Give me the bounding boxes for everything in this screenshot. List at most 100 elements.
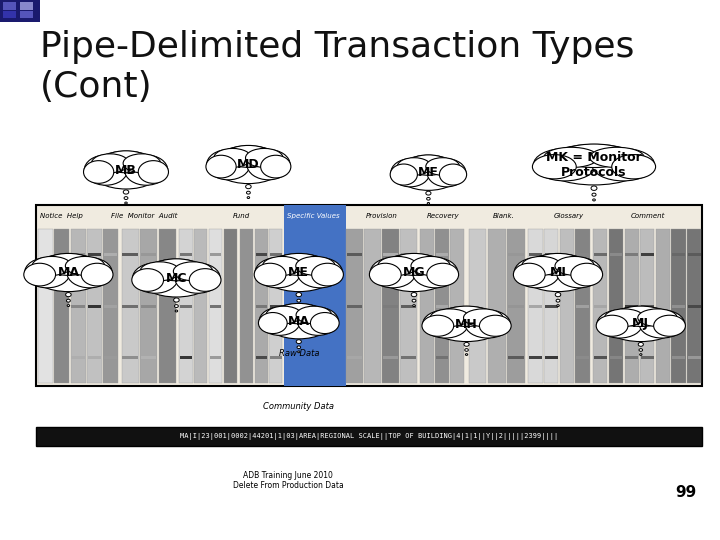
FancyBboxPatch shape <box>1 0 5 22</box>
FancyBboxPatch shape <box>401 305 416 308</box>
Ellipse shape <box>603 306 678 342</box>
FancyBboxPatch shape <box>1 0 5 22</box>
FancyBboxPatch shape <box>3 0 6 22</box>
Ellipse shape <box>150 259 202 281</box>
FancyBboxPatch shape <box>436 356 448 359</box>
FancyBboxPatch shape <box>88 305 101 308</box>
Circle shape <box>427 198 430 200</box>
FancyBboxPatch shape <box>71 229 86 383</box>
FancyBboxPatch shape <box>0 0 4 22</box>
FancyBboxPatch shape <box>2 0 6 22</box>
FancyBboxPatch shape <box>625 253 638 256</box>
Ellipse shape <box>615 306 667 327</box>
FancyBboxPatch shape <box>270 253 282 256</box>
Ellipse shape <box>297 307 338 335</box>
FancyBboxPatch shape <box>3 0 6 22</box>
Ellipse shape <box>465 310 510 338</box>
Circle shape <box>557 305 559 307</box>
FancyBboxPatch shape <box>1 0 4 22</box>
FancyBboxPatch shape <box>508 305 524 308</box>
FancyBboxPatch shape <box>3 0 6 22</box>
Text: MK = Monitor
Protocols: MK = Monitor Protocols <box>546 151 642 179</box>
FancyBboxPatch shape <box>347 253 362 256</box>
FancyBboxPatch shape <box>210 356 222 359</box>
FancyBboxPatch shape <box>284 205 346 386</box>
FancyBboxPatch shape <box>672 229 685 383</box>
FancyBboxPatch shape <box>641 305 654 308</box>
FancyBboxPatch shape <box>87 229 102 383</box>
FancyBboxPatch shape <box>4 0 7 22</box>
FancyBboxPatch shape <box>55 229 69 383</box>
Circle shape <box>125 202 127 204</box>
Text: (Cont): (Cont) <box>40 70 152 104</box>
FancyBboxPatch shape <box>640 229 654 383</box>
Circle shape <box>556 299 560 302</box>
Ellipse shape <box>261 156 291 178</box>
FancyBboxPatch shape <box>594 253 607 256</box>
Ellipse shape <box>388 253 440 275</box>
FancyBboxPatch shape <box>3 0 6 22</box>
FancyBboxPatch shape <box>0 0 4 22</box>
FancyBboxPatch shape <box>4 0 7 22</box>
Text: MA: MA <box>58 266 79 279</box>
FancyBboxPatch shape <box>1 0 5 22</box>
FancyBboxPatch shape <box>2 0 6 22</box>
FancyBboxPatch shape <box>4 0 7 22</box>
Ellipse shape <box>480 315 511 336</box>
Text: Notice  Help: Notice Help <box>40 213 83 219</box>
FancyBboxPatch shape <box>1 0 5 22</box>
FancyBboxPatch shape <box>436 253 448 256</box>
Ellipse shape <box>255 258 300 288</box>
FancyBboxPatch shape <box>0 0 4 22</box>
FancyBboxPatch shape <box>4 0 7 22</box>
FancyBboxPatch shape <box>2 0 6 22</box>
Circle shape <box>411 293 417 296</box>
FancyBboxPatch shape <box>1 0 5 22</box>
Ellipse shape <box>534 148 596 181</box>
FancyBboxPatch shape <box>0 0 4 22</box>
FancyBboxPatch shape <box>2 0 6 22</box>
Ellipse shape <box>132 269 163 292</box>
Text: Provision: Provision <box>366 213 397 219</box>
FancyBboxPatch shape <box>1 0 5 22</box>
Circle shape <box>174 305 179 307</box>
Ellipse shape <box>224 145 273 167</box>
Text: MH: MH <box>455 318 478 330</box>
FancyBboxPatch shape <box>2 0 6 22</box>
Ellipse shape <box>90 151 162 189</box>
FancyBboxPatch shape <box>1 0 5 22</box>
FancyBboxPatch shape <box>2 0 6 22</box>
Ellipse shape <box>273 253 325 275</box>
FancyBboxPatch shape <box>2 0 6 22</box>
FancyBboxPatch shape <box>3 0 6 22</box>
FancyBboxPatch shape <box>1 0 6 22</box>
FancyBboxPatch shape <box>1 0 4 22</box>
FancyBboxPatch shape <box>1 0 4 22</box>
FancyBboxPatch shape <box>576 305 589 308</box>
FancyBboxPatch shape <box>507 229 525 383</box>
FancyBboxPatch shape <box>2 0 6 22</box>
FancyBboxPatch shape <box>2 0 6 22</box>
FancyBboxPatch shape <box>1 0 5 22</box>
FancyBboxPatch shape <box>2 0 6 22</box>
Ellipse shape <box>391 159 430 187</box>
FancyBboxPatch shape <box>180 253 192 256</box>
FancyBboxPatch shape <box>1 0 4 22</box>
Ellipse shape <box>376 254 452 292</box>
FancyBboxPatch shape <box>3 0 6 22</box>
FancyBboxPatch shape <box>1 0 5 22</box>
FancyBboxPatch shape <box>2 0 6 22</box>
FancyBboxPatch shape <box>2 0 6 22</box>
FancyBboxPatch shape <box>1 0 5 22</box>
FancyBboxPatch shape <box>656 229 670 383</box>
Ellipse shape <box>439 164 467 185</box>
Ellipse shape <box>84 155 127 185</box>
FancyBboxPatch shape <box>38 229 53 383</box>
FancyBboxPatch shape <box>3 0 6 22</box>
FancyBboxPatch shape <box>687 229 701 383</box>
FancyBboxPatch shape <box>1 0 4 22</box>
FancyBboxPatch shape <box>3 11 16 18</box>
Ellipse shape <box>426 158 459 176</box>
FancyBboxPatch shape <box>4 0 7 22</box>
FancyBboxPatch shape <box>2 0 6 22</box>
